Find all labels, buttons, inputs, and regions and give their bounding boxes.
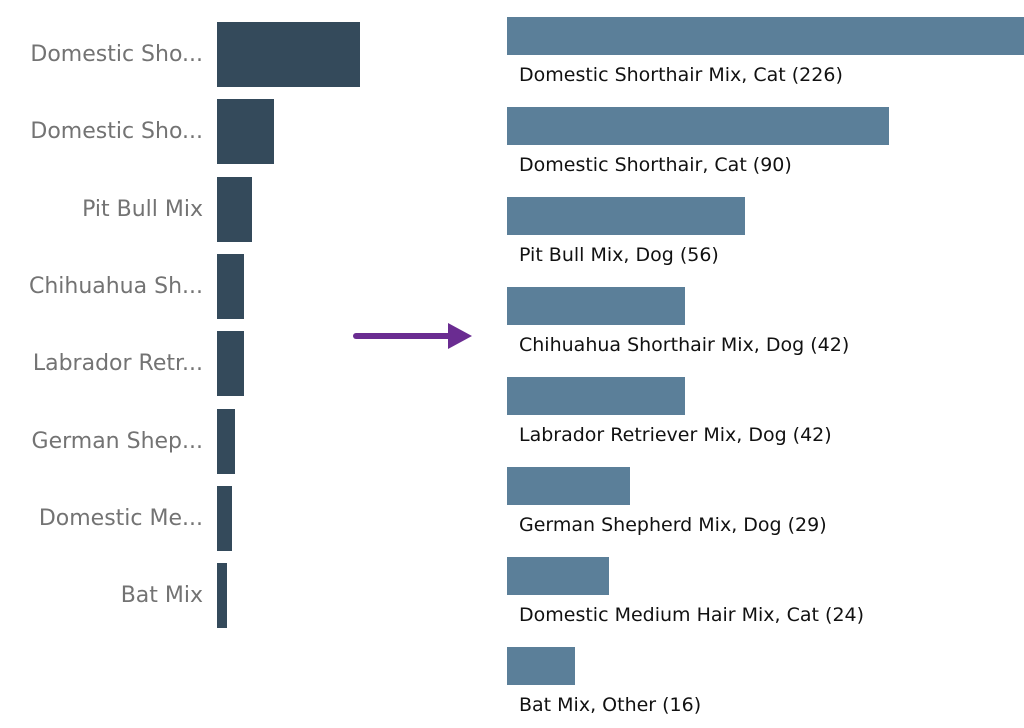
left-category-label: Labrador Retr... [32, 351, 203, 377]
right-category-label: Chihuahua Shorthair Mix, Dog (42) [519, 334, 850, 356]
right-category-label: Domestic Shorthair, Cat (90) [519, 154, 792, 176]
left-category-label: Chihuahua Sh... [28, 273, 203, 299]
left-category-label: Bat Mix [120, 583, 203, 609]
right-bar [507, 287, 686, 325]
left-bar [217, 99, 274, 165]
right-category-label: Domestic Medium Hair Mix, Cat (24) [519, 604, 865, 626]
right-bar [507, 377, 686, 415]
left-category-label: Domestic Sho... [30, 42, 203, 67]
right-bar [507, 557, 609, 595]
right-category-label: Pit Bull Mix, Dog (56) [519, 244, 719, 266]
left-bar [217, 253, 244, 319]
right-category-label: German Shepherd Mix, Dog (29) [519, 514, 827, 536]
left-bar [217, 22, 361, 87]
left-category-label: Domestic Me... [38, 505, 203, 531]
left-bar [217, 563, 228, 629]
right-bar [507, 17, 1024, 55]
left-category-label: German Shep... [31, 428, 203, 454]
right-bar [507, 647, 575, 685]
right-bar [507, 197, 745, 235]
arrow-right-icon [353, 323, 472, 349]
left-bar [217, 176, 253, 242]
right-bar [507, 467, 631, 505]
arrow-head [448, 323, 472, 349]
right-category-label: Bat Mix, Other (16) [519, 694, 702, 716]
left-bar [217, 331, 244, 397]
left-category-label: Pit Bull Mix [82, 196, 203, 222]
right-category-label: Labrador Retriever Mix, Dog (42) [519, 424, 832, 446]
right-category-label: Domestic Shorthair Mix, Cat (226) [519, 64, 843, 86]
left-bar [217, 485, 233, 551]
left-bar [217, 408, 236, 474]
right-bar [507, 107, 890, 145]
left-category-label: Domestic Sho... [30, 119, 203, 145]
